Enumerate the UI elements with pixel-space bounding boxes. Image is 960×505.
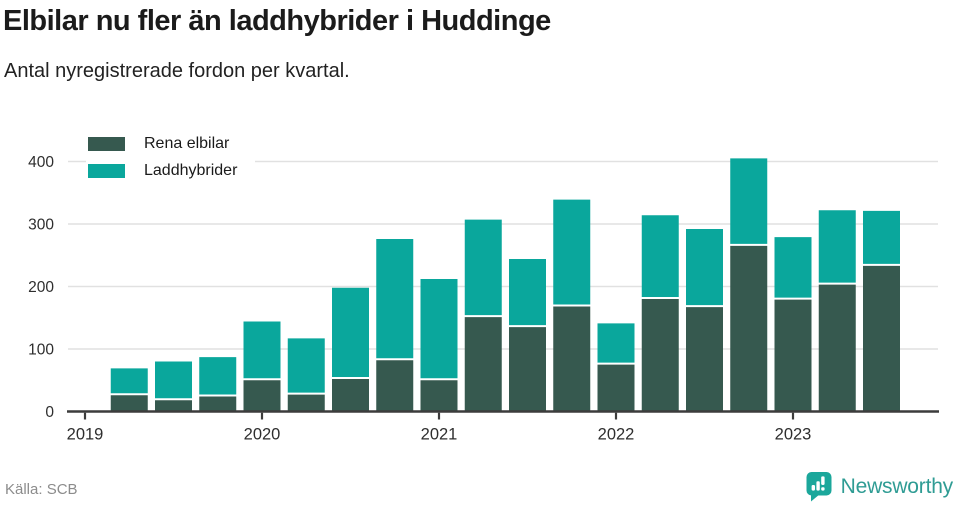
newsworthy-wordmark: Newsworthy <box>840 474 954 498</box>
bar-segment-laddhybrider-2019-Q3 <box>199 357 237 395</box>
bar-segment-laddhybrider-2020-Q1 <box>287 338 325 393</box>
bar-segment-elbilar-2020-Q1 <box>287 394 325 411</box>
bar-segment-laddhybrider-2020-Q4 <box>420 279 458 379</box>
x-tick-label-2019: 2019 <box>67 426 104 444</box>
bar-segment-elbilar-2021-Q1 <box>464 317 502 411</box>
bar-segment-elbilar-2019-Q2 <box>155 400 192 411</box>
bar-segment-laddhybrider-2021-Q4 <box>597 323 635 363</box>
x-tick-label-2020: 2020 <box>244 426 281 444</box>
legend-label-laddhybrider: Laddhybrider <box>144 162 238 179</box>
bar-segment-laddhybrider-2019-Q2 <box>155 361 192 399</box>
x-tick-label-2021: 2021 <box>421 426 458 444</box>
newsworthy-icon <box>806 472 832 502</box>
legend-label-rena-elbilar: Rena elbilar <box>144 135 230 152</box>
bar-segment-laddhybrider-2022-Q2 <box>686 229 723 306</box>
bar-segment-elbilar-2020-Q4 <box>420 380 458 411</box>
y-tick-label-400: 400 <box>28 154 54 171</box>
bar-segment-elbilar-2021-Q2 <box>509 327 546 411</box>
y-tick-label-200: 200 <box>28 279 54 296</box>
bar-segment-laddhybrider-2021-Q1 <box>464 219 502 316</box>
bar-segment-elbilar-2022-Q4 <box>774 299 812 411</box>
bar-segment-elbilar-2019-Q3 <box>199 396 237 411</box>
bar-segment-elbilar-2020-Q3 <box>376 360 414 411</box>
chart-title: Elbilar nu fler än laddhybrider i Huddin… <box>3 5 551 37</box>
source-label: Källa: SCB <box>5 481 78 498</box>
bar-segment-elbilar-2019-Q1 <box>110 395 148 411</box>
chart-subtitle: Antal nyregistrerade fordon per kvartal. <box>4 60 350 82</box>
bar-segment-elbilar-2022-Q1 <box>641 299 679 411</box>
bar-segment-elbilar-2022-Q3 <box>730 245 768 411</box>
bar-segment-laddhybrider-2021-Q2 <box>509 259 546 326</box>
bar-segment-laddhybrider-2022-Q3 <box>730 158 768 244</box>
bar-segment-elbilar-2023-Q2 <box>863 265 900 411</box>
bar-segment-laddhybrider-2019-Q4 <box>243 321 281 379</box>
bar-segment-elbilar-2020-Q2 <box>332 379 369 411</box>
x-tick-label-2022: 2022 <box>598 426 635 444</box>
bar-segment-laddhybrider-2020-Q3 <box>376 239 414 359</box>
legend-item-laddhybrider: Laddhybrider <box>88 161 237 181</box>
bar-segment-elbilar-2021-Q4 <box>597 364 635 411</box>
legend-item-rena-elbilar: Rena elbilar <box>88 134 237 154</box>
bar-segment-elbilar-2021-Q3 <box>553 306 591 411</box>
bar-segment-laddhybrider-2021-Q3 <box>553 199 591 305</box>
x-tick-label-2023: 2023 <box>775 426 812 444</box>
y-tick-label-100: 100 <box>28 342 54 359</box>
legend: Rena elbilar Laddhybrider <box>86 132 256 185</box>
bar-segment-elbilar-2022-Q2 <box>686 307 723 411</box>
y-tick-label-0: 0 <box>45 404 54 421</box>
bar-segment-laddhybrider-2023-Q1 <box>818 210 856 283</box>
bar-segment-laddhybrider-2023-Q2 <box>863 210 900 264</box>
bar-segment-laddhybrider-2020-Q2 <box>332 287 369 377</box>
bar-segment-elbilar-2023-Q1 <box>818 284 856 411</box>
bar-segment-laddhybrider-2022-Q1 <box>641 215 679 297</box>
legend-swatch-rena-elbilar <box>88 137 125 151</box>
legend-swatch-laddhybrider <box>88 164 125 178</box>
bar-segment-elbilar-2019-Q4 <box>243 380 281 411</box>
y-tick-label-300: 300 <box>28 217 54 234</box>
bar-segment-laddhybrider-2022-Q4 <box>774 237 812 298</box>
newsworthy-logo[interactable]: Newsworthy <box>805 471 953 502</box>
bar-segment-laddhybrider-2019-Q1 <box>110 368 148 394</box>
